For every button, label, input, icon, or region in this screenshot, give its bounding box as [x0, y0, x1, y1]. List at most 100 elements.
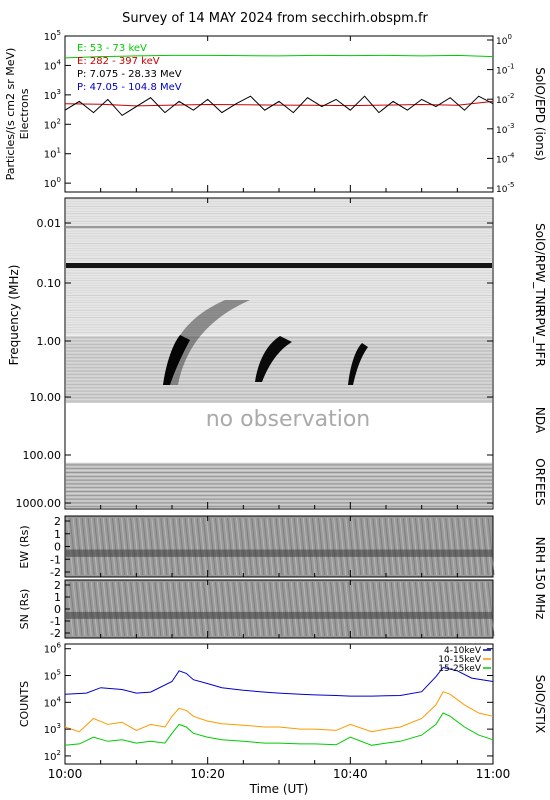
- sn-streak: [178, 581, 186, 637]
- sn-streak: [90, 581, 98, 637]
- ew-streak: [451, 517, 459, 576]
- sn-streak: [366, 581, 374, 637]
- ew-streak: [108, 517, 116, 576]
- ew-streak: [81, 517, 89, 576]
- ew-streak: [478, 517, 486, 576]
- sn-streak: [487, 581, 495, 637]
- ew-streak: [215, 517, 222, 576]
- sn-streak: [405, 581, 413, 637]
- ew-streak: [390, 517, 398, 576]
- epd-y2tick-label: 10-2: [496, 92, 514, 106]
- sn-streak: [324, 581, 331, 637]
- sn-streak: [78, 581, 86, 637]
- sn-streak: [339, 581, 347, 637]
- ew-streak: [163, 517, 171, 576]
- sn-streak: [142, 581, 150, 637]
- sn-streak: [102, 581, 110, 637]
- stix-legend-0: 4-10keV: [444, 646, 482, 656]
- ew-streak: [257, 517, 265, 576]
- sn-streak: [84, 581, 92, 637]
- ew-streak: [87, 517, 95, 576]
- no-observation-label: no observation: [206, 407, 371, 432]
- ew-streak: [205, 517, 213, 576]
- ew-streak: [460, 517, 468, 576]
- ew-streak: [78, 517, 86, 576]
- spec-ytick-label: 1000.00: [16, 497, 62, 510]
- ew-streak: [463, 517, 471, 576]
- sn-streak: [308, 581, 316, 637]
- ew-streak: [275, 517, 283, 576]
- sn-streak: [448, 581, 456, 637]
- sn-streak: [327, 581, 335, 637]
- sn-streak: [115, 581, 122, 637]
- right-label-hfr: RPW_HFR: [533, 309, 547, 367]
- stix-legend-1: 10-15keV: [438, 655, 482, 665]
- stix-ytick-exp: 5: [57, 669, 61, 677]
- nrh-ew-panel: 210-1-2 EW (Rs) NRH 150 MHz: [18, 515, 547, 619]
- sn-streak: [302, 581, 310, 637]
- epd-legend-3: P: 47.05 - 104.8 MeV: [77, 82, 182, 93]
- right-label-tnr: SolO/RPW_TNR: [533, 223, 547, 313]
- sn-ylabel: SN (Rs): [18, 589, 31, 630]
- sn-streak: [260, 581, 268, 637]
- ew-streak: [211, 517, 219, 576]
- ew-ytick-label: 1: [54, 528, 61, 541]
- epd-y2tick-label: 10-4: [496, 151, 515, 165]
- sn-streak: [315, 581, 322, 637]
- sn-streak: [208, 581, 216, 637]
- sn-streak: [287, 581, 295, 637]
- stix-series-line-1: [64, 691, 494, 733]
- sn-streak: [163, 581, 171, 637]
- sn-streak: [402, 581, 410, 637]
- sn-streak: [139, 581, 147, 637]
- ew-streak: [315, 517, 322, 576]
- ew-streak: [487, 517, 495, 576]
- ew-streak: [372, 517, 380, 576]
- epd-ytick-label: 103: [44, 88, 61, 102]
- ew-streak: [287, 517, 295, 576]
- sn-streak: [239, 581, 247, 637]
- sn-streak: [381, 581, 389, 637]
- ew-streak: [424, 517, 431, 576]
- sn-streak: [472, 581, 480, 637]
- spec-ytick-label: 100.00: [23, 449, 62, 462]
- ew-streak: [133, 517, 141, 576]
- sn-ytick-label: -2: [50, 627, 61, 640]
- sn-streak: [133, 581, 141, 637]
- ew-streak: [199, 517, 207, 576]
- ew-ytick-label: 2: [54, 515, 61, 528]
- stix-ytick-label: 104: [44, 695, 62, 709]
- ew-streak: [263, 517, 271, 576]
- epd-legend-2: P: 7.075 - 28.33 MeV: [77, 69, 182, 80]
- ew-streak: [121, 517, 128, 576]
- sn-streak: [81, 581, 89, 637]
- sn-streak: [227, 581, 235, 637]
- sn-streak: [205, 581, 213, 637]
- sn-streak: [296, 581, 304, 637]
- sn-streak: [421, 581, 428, 637]
- sn-streak: [299, 581, 307, 637]
- ew-streak: [393, 517, 401, 576]
- sn-streak: [151, 581, 159, 637]
- sn-streak: [378, 581, 386, 637]
- ew-streak: [351, 517, 359, 576]
- ew-streak: [136, 517, 144, 576]
- epd-ytick-label: 105: [44, 29, 61, 43]
- ew-streak: [433, 517, 441, 576]
- ew-streak: [339, 517, 347, 576]
- ew-streak: [96, 517, 104, 576]
- epd-y2tick-exp: -2: [507, 92, 514, 100]
- ew-streak: [148, 517, 156, 576]
- sn-streak: [251, 581, 259, 637]
- sn-streak: [336, 581, 344, 637]
- epd-series-line-1: [64, 100, 494, 107]
- epd-ytick-exp: 5: [57, 29, 61, 37]
- epd-series-line-2: [64, 95, 494, 117]
- sn-streak: [112, 581, 119, 637]
- stix-ytick-exp: 6: [57, 642, 62, 650]
- sn-streak: [254, 581, 262, 637]
- ew-streak: [105, 517, 113, 576]
- ew-streak: [321, 517, 328, 576]
- spec-ytick-label: 1.00: [37, 335, 62, 348]
